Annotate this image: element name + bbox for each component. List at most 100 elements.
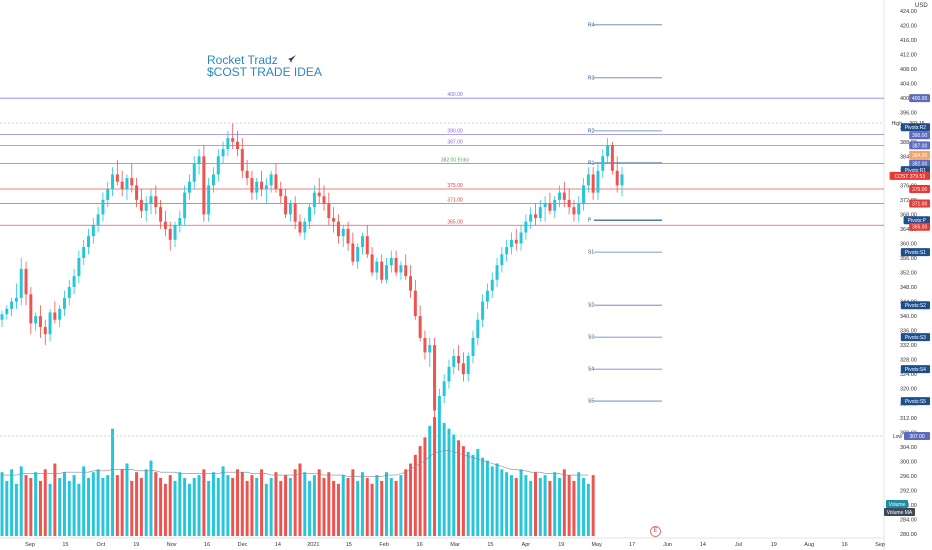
candle-body: [606, 145, 610, 157]
price-tick-label: 396.00: [900, 111, 917, 117]
volume-bar: [173, 480, 177, 536]
volume-bar: [341, 475, 345, 536]
candle-body: [332, 218, 336, 222]
candle-body: [159, 207, 163, 222]
volume-bar: [207, 480, 211, 536]
volume-bar: [437, 405, 441, 536]
volume-bar: [130, 480, 134, 536]
candle-body: [298, 221, 302, 233]
time-tick-label: 2021: [307, 542, 319, 548]
low-value: 307.00: [909, 434, 925, 440]
price-tick-label: 340.00: [900, 314, 917, 320]
candle-body: [341, 228, 345, 237]
candle-body: [120, 181, 124, 189]
candle-body: [24, 268, 28, 295]
candle-body: [505, 247, 509, 255]
volume-bar: [293, 469, 297, 536]
volume-bar: [216, 478, 220, 536]
candle-body: [236, 141, 239, 150]
time-tick-label: Jun: [663, 542, 672, 548]
price-badge-text: Pivots:S3: [905, 335, 926, 341]
high-value: 393.15: [909, 121, 925, 127]
price-tick-label: 420.00: [900, 24, 917, 30]
candle-body: [48, 312, 52, 335]
candle-body: [111, 174, 115, 189]
volume-bar: [476, 449, 480, 536]
price-badge: Pivots:S1: [900, 248, 930, 257]
price-badge-bg: [909, 94, 930, 103]
volume-bar: [236, 469, 239, 536]
candle-body: [543, 203, 547, 208]
candle-body: [577, 203, 581, 215]
volume-bar: [5, 480, 9, 536]
volume-bar: [322, 478, 326, 536]
volume-bar: [327, 472, 331, 536]
candle-body: [284, 196, 288, 215]
volume-bar: [144, 469, 148, 536]
price-tick-label: 280.00: [900, 532, 917, 538]
candle-body: [231, 138, 235, 142]
price-badge-text: Pivots:S5: [905, 399, 926, 405]
candle-body: [144, 203, 148, 211]
volume-bar: [495, 463, 499, 536]
time-tick-label: 16: [842, 542, 848, 548]
price-badge-bg: [900, 248, 930, 257]
candle-body: [365, 236, 369, 255]
pivot-label: R3: [588, 75, 595, 81]
volume-bar: [351, 469, 355, 536]
price-badge: 375.00: [909, 184, 930, 193]
candle-body: [192, 163, 196, 182]
candle-body: [139, 199, 143, 211]
volume-bar: [159, 478, 163, 536]
candle-body: [5, 308, 9, 315]
horizontal-levels: 400.00 390.00 387.00 382.00 Entry 375.00 371.…: [0, 92, 884, 437]
price-badge: Pivots:R2: [900, 123, 930, 132]
time-tick-label: 14: [275, 542, 281, 548]
volume-bar: [548, 480, 552, 536]
candle-body: [149, 196, 153, 204]
candle-body: [250, 178, 254, 193]
price-tick-label: 356.00: [900, 256, 917, 262]
candle-body: [62, 297, 66, 309]
price-tick-label: 348.00: [900, 285, 917, 291]
price-axis[interactable]: 424.00 420.00 416.00 412.00 408.00 404.00 400.…: [900, 9, 917, 538]
candle-body: [207, 185, 211, 215]
volume-bar: [240, 472, 244, 536]
candle-body: [471, 337, 475, 357]
price-tick-label: 296.00: [900, 474, 917, 480]
price-badge-text: 400.00: [912, 96, 928, 102]
price-badge: Pivots:S3: [900, 333, 930, 342]
volume-bar: [500, 469, 504, 536]
price-badge-text: COST 379.53: [895, 174, 926, 180]
volume-bar: [572, 480, 576, 536]
price-badge-text: Pivots:R2: [905, 125, 927, 131]
price-tick-label: 412.00: [900, 53, 917, 59]
candle-body: [500, 254, 504, 266]
time-tick-label: 15: [346, 542, 352, 548]
price-badges: 400.00Pivots:R2390.00387.00384.00382.00P…: [884, 94, 930, 516]
price-badge: 400.00: [909, 94, 930, 103]
price-badge: Pivots:S2: [900, 301, 930, 310]
volume-bar: [409, 463, 413, 536]
price-tick-label: 324.00: [900, 372, 917, 378]
volume-bar: [442, 422, 446, 536]
candle-body: [336, 221, 340, 237]
price-badge-text: Pivots:P: [908, 218, 927, 224]
volume-bar: [77, 483, 81, 536]
volume-bar: [553, 472, 557, 536]
candle-body: [202, 156, 206, 215]
time-tick-label: Oct: [97, 542, 106, 548]
candle-body: [14, 297, 18, 302]
level-label: 382.00 Entry: [441, 158, 470, 164]
candle-body: [288, 203, 292, 215]
price-badge-text: 365.00: [912, 225, 928, 231]
volume-bar: [490, 466, 494, 536]
candle-body: [404, 265, 408, 277]
candle-body: [385, 265, 388, 280]
volume-bar: [38, 480, 42, 536]
volume-bar: [187, 483, 191, 536]
pivot-label: R4: [588, 22, 595, 28]
event-marker[interactable]: E: [650, 526, 661, 537]
time-axis[interactable]: Sep 15 Oct 19 Nov 16 Dec 14 2021 15 Feb 16 Mar 15 Apr 1…: [25, 542, 885, 548]
